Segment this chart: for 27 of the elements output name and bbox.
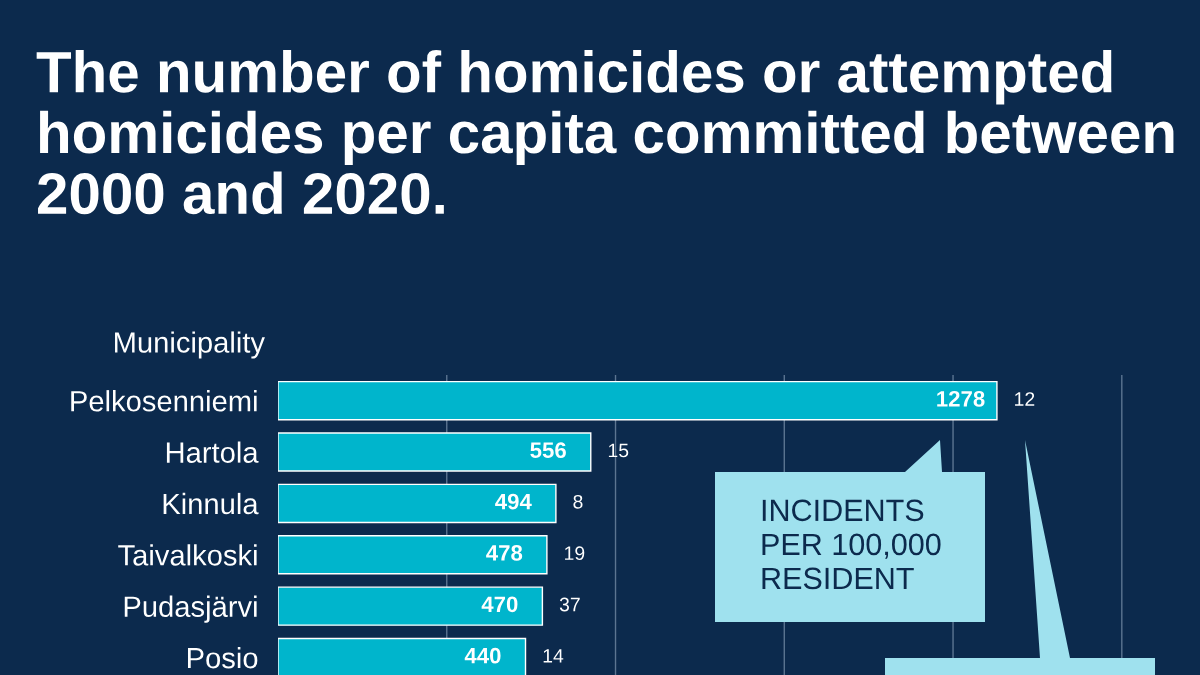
data-label: 556 xyxy=(530,442,566,459)
annotation: 8 xyxy=(573,494,583,509)
bar xyxy=(278,637,527,675)
bar xyxy=(278,535,548,575)
annotation: 37 xyxy=(559,597,580,612)
y-tick-label: Pudasjärvi xyxy=(124,595,257,623)
bar xyxy=(278,380,998,421)
y-tick-label: Pelkosenniemi xyxy=(71,390,257,412)
y-tick-label: Posio xyxy=(187,646,258,669)
bar xyxy=(278,483,557,524)
y-tick-label: Taivalkoski xyxy=(118,544,257,566)
data-label: 470 xyxy=(481,596,518,613)
annotation: 15 xyxy=(608,443,629,458)
annotation: 12 xyxy=(1015,392,1035,406)
annotation: INCIDENTS PER 100,000 RESIDENT xyxy=(762,499,941,590)
data-label: 1278 xyxy=(937,390,985,407)
data-label: 494 xyxy=(495,493,532,510)
annotation: 19 xyxy=(565,546,585,561)
bar xyxy=(278,586,544,626)
data-label: 478 xyxy=(486,545,523,561)
data-label: 440 xyxy=(464,647,501,664)
bar xyxy=(278,432,592,472)
y-tick-label: Hartola xyxy=(166,441,259,463)
annotation: 14 xyxy=(543,649,564,663)
chart-title: The number of homicides or attempted homicides per capita committed between 2000 and 2020. xyxy=(36,50,1174,215)
y-axis-title: Municipality xyxy=(115,331,265,359)
y-tick-label: Kinnula xyxy=(163,492,259,515)
